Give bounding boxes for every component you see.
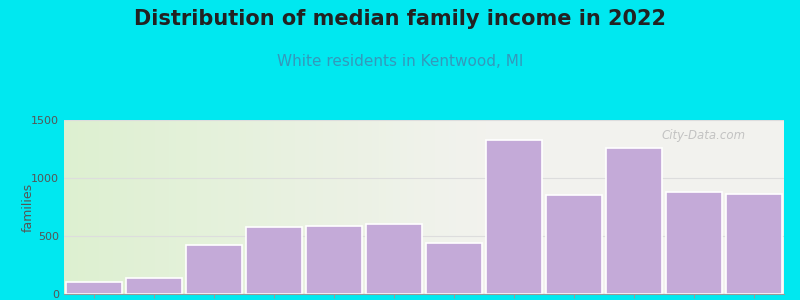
Bar (295, 120, 302, 294)
Bar (246, 227, 302, 294)
Bar (463, 120, 470, 294)
Bar (274, 120, 281, 294)
Bar (113, 120, 120, 294)
Bar (606, 148, 662, 294)
Bar (155, 120, 162, 294)
Bar (148, 120, 155, 294)
Bar (435, 120, 442, 294)
Bar (426, 243, 482, 294)
Bar (407, 120, 414, 294)
Bar (71, 120, 78, 294)
Bar (456, 120, 463, 294)
Bar (449, 120, 456, 294)
Bar (260, 120, 267, 294)
Text: White residents in Kentwood, MI: White residents in Kentwood, MI (277, 54, 523, 69)
Bar (400, 120, 407, 294)
Bar (141, 120, 148, 294)
Bar (302, 120, 309, 294)
Bar (92, 120, 99, 294)
Bar (253, 120, 260, 294)
Bar (120, 120, 127, 294)
Bar (323, 120, 330, 294)
Bar (239, 120, 246, 294)
Bar (288, 120, 295, 294)
Bar (218, 120, 225, 294)
Bar (372, 120, 379, 294)
Bar (306, 226, 362, 294)
Bar (99, 120, 106, 294)
Bar (197, 120, 204, 294)
Bar (106, 120, 113, 294)
Bar (358, 120, 365, 294)
Bar (337, 120, 344, 294)
Bar (64, 120, 71, 294)
Bar (211, 120, 218, 294)
Bar (442, 120, 449, 294)
Bar (186, 245, 242, 294)
Bar (183, 120, 190, 294)
Bar (486, 140, 542, 294)
Bar (78, 120, 85, 294)
Bar (421, 120, 428, 294)
Bar (351, 120, 358, 294)
Bar (134, 120, 141, 294)
Bar (176, 120, 183, 294)
Bar (66, 282, 122, 294)
Bar (366, 224, 422, 294)
Bar (316, 120, 323, 294)
Text: Distribution of median family income in 2022: Distribution of median family income in … (134, 9, 666, 29)
Bar (85, 120, 92, 294)
Bar (393, 120, 400, 294)
Bar (127, 120, 134, 294)
Y-axis label: families: families (22, 182, 35, 232)
Bar (204, 120, 211, 294)
Bar (267, 120, 274, 294)
Bar (281, 120, 288, 294)
Bar (470, 120, 477, 294)
Bar (365, 120, 372, 294)
Bar (162, 120, 169, 294)
Bar (428, 120, 435, 294)
Bar (246, 120, 253, 294)
Bar (232, 120, 239, 294)
Bar (477, 120, 484, 294)
Text: City-Data.com: City-Data.com (662, 129, 746, 142)
Bar (386, 120, 393, 294)
Bar (169, 120, 176, 294)
Bar (126, 278, 182, 294)
Bar (726, 194, 782, 294)
Bar (190, 120, 197, 294)
Bar (666, 192, 722, 294)
Bar (414, 120, 421, 294)
Bar (344, 120, 351, 294)
Bar (546, 195, 602, 294)
Bar (330, 120, 337, 294)
Bar (225, 120, 232, 294)
Bar (379, 120, 386, 294)
Bar (309, 120, 316, 294)
